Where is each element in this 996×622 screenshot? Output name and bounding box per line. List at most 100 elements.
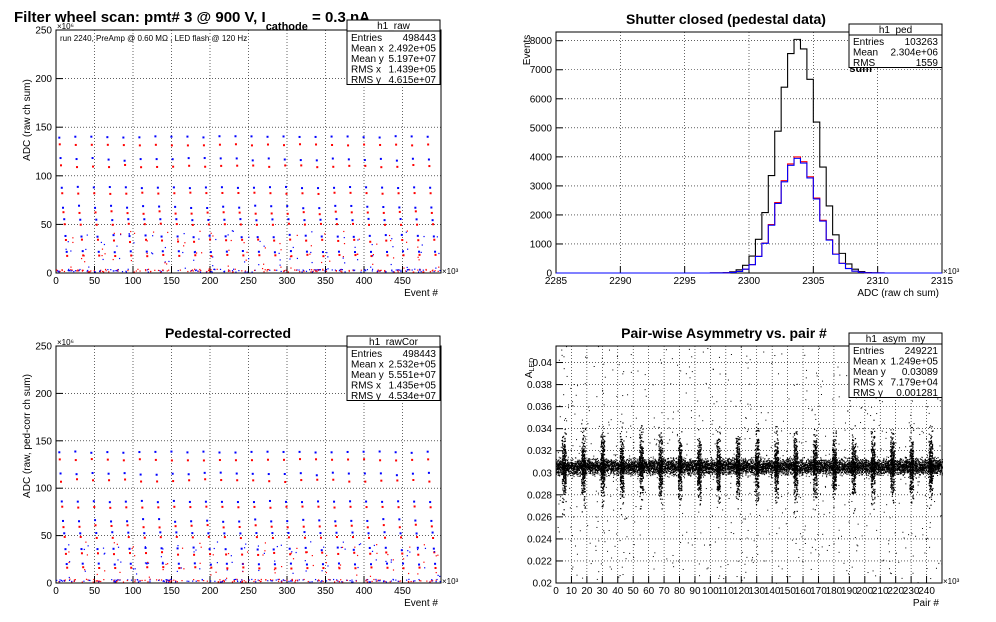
data-point-baseline bbox=[139, 270, 141, 272]
data-point bbox=[749, 464, 751, 466]
data-point bbox=[761, 468, 763, 470]
data-point-off bbox=[66, 566, 69, 569]
data-point-baseline bbox=[236, 578, 238, 580]
data-point-on bbox=[129, 250, 132, 253]
data-point-off bbox=[128, 552, 131, 555]
data-point bbox=[627, 468, 629, 470]
data-point-on bbox=[94, 519, 97, 522]
data-point bbox=[768, 459, 770, 461]
data-point-on bbox=[413, 500, 416, 503]
data-point-baseline bbox=[324, 270, 326, 272]
data-point bbox=[915, 466, 917, 468]
data-point-baseline bbox=[423, 271, 425, 273]
data-point bbox=[617, 463, 619, 465]
data-point-off bbox=[60, 164, 63, 167]
data-point-on bbox=[193, 562, 196, 565]
data-point bbox=[581, 468, 583, 470]
data-point-off bbox=[252, 164, 255, 167]
data-point-sparse bbox=[182, 251, 184, 254]
data-point-off bbox=[124, 478, 127, 481]
data-point-sparse bbox=[338, 566, 340, 568]
data-point-off bbox=[386, 566, 389, 569]
data-point-baseline bbox=[398, 269, 400, 271]
data-point-on bbox=[365, 186, 368, 189]
data-point-baseline bbox=[305, 270, 308, 272]
data-point-on bbox=[90, 135, 93, 138]
data-point-baseline bbox=[366, 581, 368, 583]
data-point bbox=[624, 462, 626, 464]
data-point-sparse bbox=[390, 561, 392, 563]
data-point bbox=[925, 467, 927, 469]
data-point-off bbox=[270, 525, 273, 528]
data-point-sparse bbox=[296, 234, 298, 236]
data-point-baseline bbox=[64, 579, 66, 581]
data-point-on bbox=[142, 518, 145, 521]
data-point-off bbox=[204, 165, 207, 168]
data-point bbox=[782, 462, 784, 464]
data-point-baseline bbox=[113, 579, 115, 581]
data-point-baseline bbox=[59, 581, 61, 583]
data-point-off bbox=[282, 458, 285, 461]
data-point bbox=[629, 466, 631, 468]
x-tick-label: 20 bbox=[581, 586, 593, 597]
data-point-baseline bbox=[93, 269, 95, 272]
data-point-off bbox=[106, 143, 109, 146]
data-point-sparse bbox=[274, 572, 276, 574]
data-point-on bbox=[171, 158, 174, 161]
data-point bbox=[767, 464, 769, 466]
data-point bbox=[924, 461, 926, 463]
data-point bbox=[602, 463, 604, 465]
data-point-baseline bbox=[260, 578, 262, 581]
data-point-on bbox=[122, 451, 125, 454]
data-point-baseline bbox=[322, 580, 324, 582]
data-point-on bbox=[235, 472, 238, 475]
data-point-on bbox=[187, 473, 190, 476]
data-point-on bbox=[143, 218, 146, 221]
data-point-on bbox=[112, 547, 115, 550]
data-point bbox=[857, 469, 859, 471]
data-point-baseline bbox=[76, 270, 78, 272]
data-point-baseline bbox=[88, 271, 90, 273]
data-point-off bbox=[174, 525, 177, 528]
y-tick-label: 50 bbox=[41, 220, 53, 231]
data-point bbox=[888, 459, 890, 461]
data-point bbox=[690, 467, 692, 469]
data-point bbox=[695, 460, 697, 462]
data-point bbox=[780, 461, 782, 463]
x-tick-label: 150 bbox=[163, 276, 180, 287]
data-point-baseline bbox=[71, 270, 73, 272]
data-point bbox=[645, 472, 647, 474]
data-point bbox=[828, 473, 830, 475]
data-point-baseline bbox=[349, 580, 351, 582]
data-point bbox=[907, 460, 909, 462]
data-point-on bbox=[367, 217, 370, 220]
data-point-on bbox=[154, 135, 157, 138]
data-point bbox=[937, 475, 939, 477]
data-point-off bbox=[222, 211, 225, 214]
data-point-off bbox=[223, 223, 226, 226]
data-point bbox=[790, 472, 792, 474]
data-point-on bbox=[240, 236, 243, 239]
data-point-off bbox=[353, 238, 356, 241]
data-point-baseline bbox=[425, 269, 427, 271]
data-point-sparse bbox=[391, 238, 393, 240]
data-point bbox=[574, 471, 576, 473]
data-point bbox=[798, 469, 800, 471]
data-point-sparse bbox=[424, 547, 427, 550]
data-point-sparse bbox=[213, 547, 215, 550]
data-point bbox=[626, 465, 628, 467]
data-point bbox=[895, 465, 897, 467]
data-points bbox=[56, 450, 441, 583]
data-point bbox=[602, 461, 604, 463]
data-point-baseline bbox=[107, 269, 109, 271]
data-point-off bbox=[177, 553, 180, 556]
data-point-on bbox=[113, 563, 116, 566]
data-point-on bbox=[287, 218, 290, 221]
data-point-baseline bbox=[371, 268, 374, 270]
data-point bbox=[933, 469, 935, 471]
data-point-baseline bbox=[294, 581, 296, 583]
data-point bbox=[828, 467, 830, 469]
data-point bbox=[701, 472, 703, 474]
data-point bbox=[917, 466, 919, 468]
